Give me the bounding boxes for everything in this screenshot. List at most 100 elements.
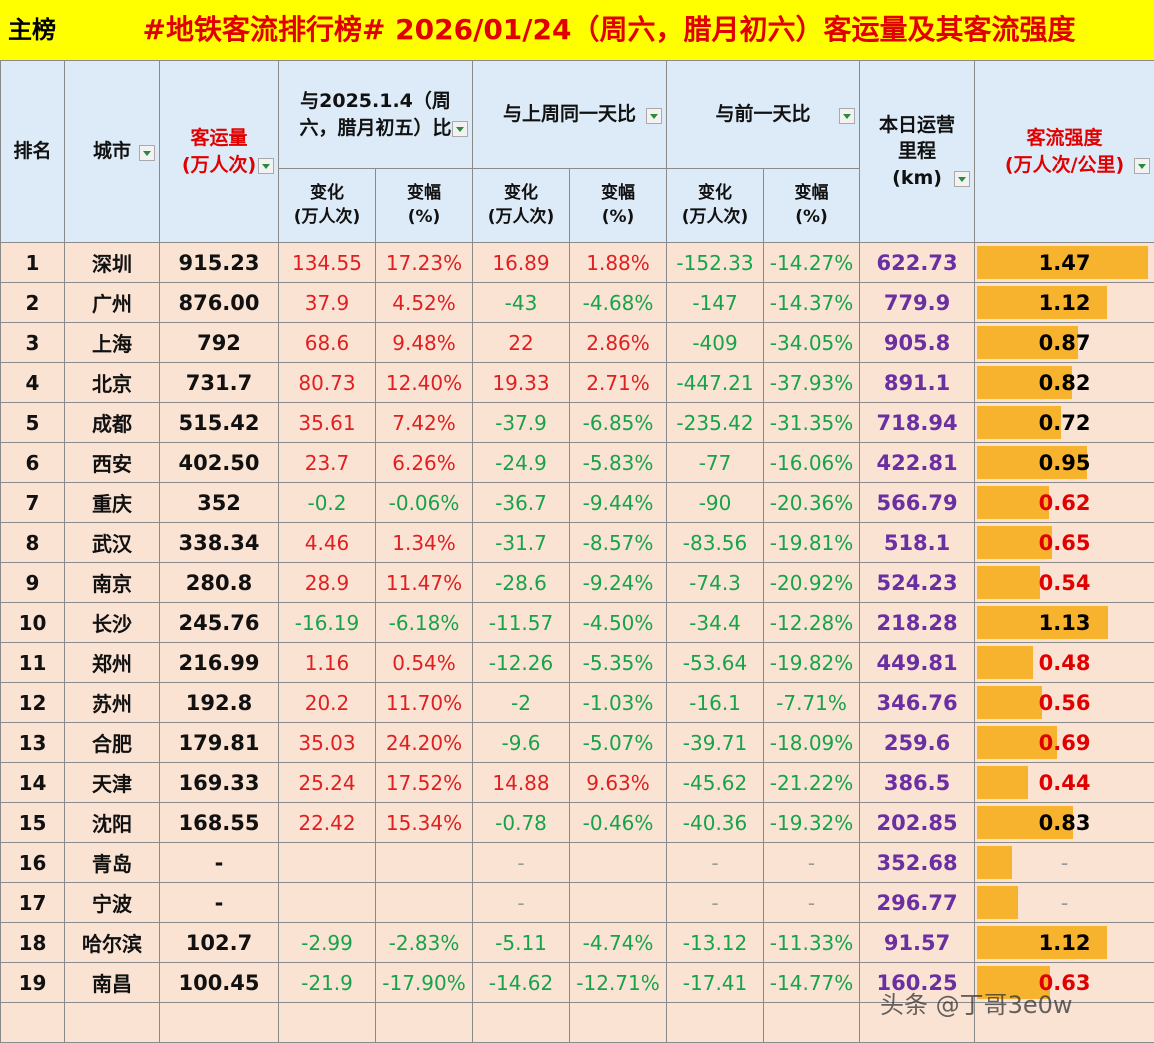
cell-p3: -7.71% bbox=[763, 682, 861, 723]
cell-p3: -31.35% bbox=[763, 402, 861, 443]
cell-mileage: 346.76 bbox=[859, 682, 976, 723]
header-mileage[interactable]: 本日运营 里程 (km) bbox=[859, 60, 976, 243]
cell-p3: -21.22% bbox=[763, 762, 861, 803]
header-cmp-2025[interactable]: 与2025.1.4（周 六，腊月初五）比 bbox=[277, 60, 474, 169]
cell-intensity: 0.87 bbox=[974, 322, 1154, 363]
cell-volume: 216.99 bbox=[159, 642, 279, 683]
cell-p3: -14.27% bbox=[763, 242, 861, 283]
cell-rank: 15 bbox=[0, 802, 65, 843]
cell-c3: -235.42 bbox=[666, 402, 765, 443]
intensity-value: 0.44 bbox=[1038, 770, 1091, 795]
watermark-text: 头条 @丁哥3e0w bbox=[880, 991, 1073, 1019]
cell-rank: 11 bbox=[0, 642, 65, 683]
cell-mileage: 524.23 bbox=[859, 562, 976, 603]
cell-volume: 280.8 bbox=[159, 562, 279, 603]
cell-city: 西安 bbox=[64, 442, 160, 483]
cell-volume: 352 bbox=[159, 482, 279, 523]
table-body: 1 深圳 915.23 134.55 17.23% 16.89 1.88% -152.33 -1… bbox=[0, 242, 1154, 1043]
cell-c3: - bbox=[666, 882, 765, 923]
table-row: 12 苏州 192.8 20.2 11.70% -2 -1.03% -16.1 -7.71% 34… bbox=[0, 682, 1154, 723]
cell-rank: 1 bbox=[0, 242, 65, 283]
cell-p3: -20.92% bbox=[763, 562, 861, 603]
header-intensity[interactable]: 客流强度 (万人次/公里) bbox=[974, 60, 1154, 243]
cell-mileage: 202.85 bbox=[859, 802, 976, 843]
cell-c1: 22.42 bbox=[278, 802, 376, 843]
cell-p1: -6.18% bbox=[374, 602, 474, 643]
cell-volume: 515.42 bbox=[159, 402, 279, 443]
cell-p3: -19.32% bbox=[763, 802, 861, 843]
cell-intensity: 0.72 bbox=[974, 402, 1154, 443]
cell-mileage: 622.73 bbox=[859, 242, 976, 283]
table-row-empty bbox=[0, 1002, 1154, 1043]
cell-intensity: 0.62 bbox=[974, 482, 1154, 523]
cell-city: 南昌 bbox=[64, 962, 160, 1003]
cell-p1: 17.52% bbox=[374, 762, 474, 803]
cell-c2: -12.26 bbox=[472, 642, 571, 683]
intensity-value: 0.56 bbox=[1038, 690, 1091, 715]
filter-dropdown-icon[interactable] bbox=[139, 144, 155, 161]
cell-p2: -6.85% bbox=[569, 402, 668, 443]
cell-mileage: 891.1 bbox=[859, 362, 976, 403]
header-pct: 变幅 (%) bbox=[374, 168, 474, 243]
cell-intensity: 0.63 bbox=[974, 962, 1154, 1003]
cell-c2: -43 bbox=[472, 282, 571, 323]
intensity-value: 0.83 bbox=[1038, 810, 1091, 835]
table-row: 17 宁波 - - - -296.77- bbox=[0, 882, 1154, 923]
filter-dropdown-icon[interactable] bbox=[258, 158, 274, 175]
header-cmp-lastweek[interactable]: 与上周同一天比 bbox=[472, 60, 668, 169]
cell-volume: 168.55 bbox=[159, 802, 279, 843]
cell-volume: 100.45 bbox=[159, 962, 279, 1003]
list-tag: 主榜 bbox=[8, 16, 56, 44]
cell-c1: 35.61 bbox=[278, 402, 376, 443]
filter-dropdown-icon[interactable] bbox=[452, 121, 469, 138]
intensity-bar bbox=[977, 486, 1049, 519]
cell-p3: -16.06% bbox=[763, 442, 861, 483]
cell-city: 北京 bbox=[64, 362, 160, 403]
cell-c1: -21.9 bbox=[278, 962, 376, 1003]
cell-c2: 16.89 bbox=[472, 242, 571, 283]
intensity-value: 0.87 bbox=[1038, 330, 1091, 355]
cell-c3: -147 bbox=[666, 282, 765, 323]
cell-p1: -0.06% bbox=[374, 482, 474, 523]
cell-c2: -24.9 bbox=[472, 442, 571, 483]
cell-rank: 16 bbox=[0, 842, 65, 883]
filter-dropdown-icon[interactable] bbox=[1134, 158, 1151, 175]
table-row: 15 沈阳 168.55 22.42 15.34% -0.78 -0.46% -40.36 -1… bbox=[0, 802, 1154, 843]
cell-p2: -5.07% bbox=[569, 722, 668, 763]
cell-c3: -13.12 bbox=[666, 922, 765, 963]
cell-intensity: 1.47 bbox=[974, 242, 1154, 283]
cell-volume: 402.50 bbox=[159, 442, 279, 483]
page-title: #地铁客流排行榜# 2026/01/24（周六，腊月初六）客运量及其客流强度 bbox=[142, 13, 1076, 46]
cell-rank: 13 bbox=[0, 722, 65, 763]
cell-intensity: 0.44 bbox=[974, 762, 1154, 803]
cell-volume: - bbox=[159, 882, 279, 923]
filter-dropdown-icon[interactable] bbox=[954, 171, 971, 188]
cell-rank: 19 bbox=[0, 962, 65, 1003]
title-bar: 主榜 #地铁客流排行榜# 2026/01/24（周六，腊月初六）客运量及其客流强… bbox=[0, 0, 1154, 61]
cell-c1: -16.19 bbox=[278, 602, 376, 643]
table-row: 4 北京 731.7 80.73 12.40% 19.33 2.71% -447.21 -37.… bbox=[0, 362, 1154, 403]
cell-p1: -17.90% bbox=[374, 962, 474, 1003]
cell-p1: 7.42% bbox=[374, 402, 474, 443]
cell-empty bbox=[666, 1002, 765, 1043]
filter-dropdown-icon[interactable] bbox=[839, 107, 856, 124]
filter-dropdown-icon[interactable] bbox=[646, 107, 663, 124]
intensity-bar bbox=[977, 246, 1148, 279]
cell-rank: 17 bbox=[0, 882, 65, 923]
table-row: 8 武汉 338.34 4.46 1.34% -31.7 -8.57% -83.56 -19.8… bbox=[0, 522, 1154, 563]
cell-mileage: 91.57 bbox=[859, 922, 976, 963]
intensity-bar bbox=[977, 446, 1088, 479]
cell-c2: -31.7 bbox=[472, 522, 571, 563]
intensity-value: 0.69 bbox=[1038, 730, 1091, 755]
cell-p3: -14.37% bbox=[763, 282, 861, 323]
intensity-bar bbox=[977, 526, 1053, 559]
cell-c3: -40.36 bbox=[666, 802, 765, 843]
cell-empty bbox=[278, 1002, 376, 1043]
cell-c3: -34.4 bbox=[666, 602, 765, 643]
table-row: 14 天津 169.33 25.24 17.52% 14.88 9.63% -45.62 -21… bbox=[0, 762, 1154, 803]
cell-intensity: - bbox=[974, 882, 1154, 923]
header-city[interactable]: 城市 bbox=[64, 60, 160, 243]
cell-c3: -17.41 bbox=[666, 962, 765, 1003]
header-cmp-prevday[interactable]: 与前一天比 bbox=[666, 60, 861, 169]
header-volume[interactable]: 客运量 (万人次) bbox=[159, 60, 279, 243]
